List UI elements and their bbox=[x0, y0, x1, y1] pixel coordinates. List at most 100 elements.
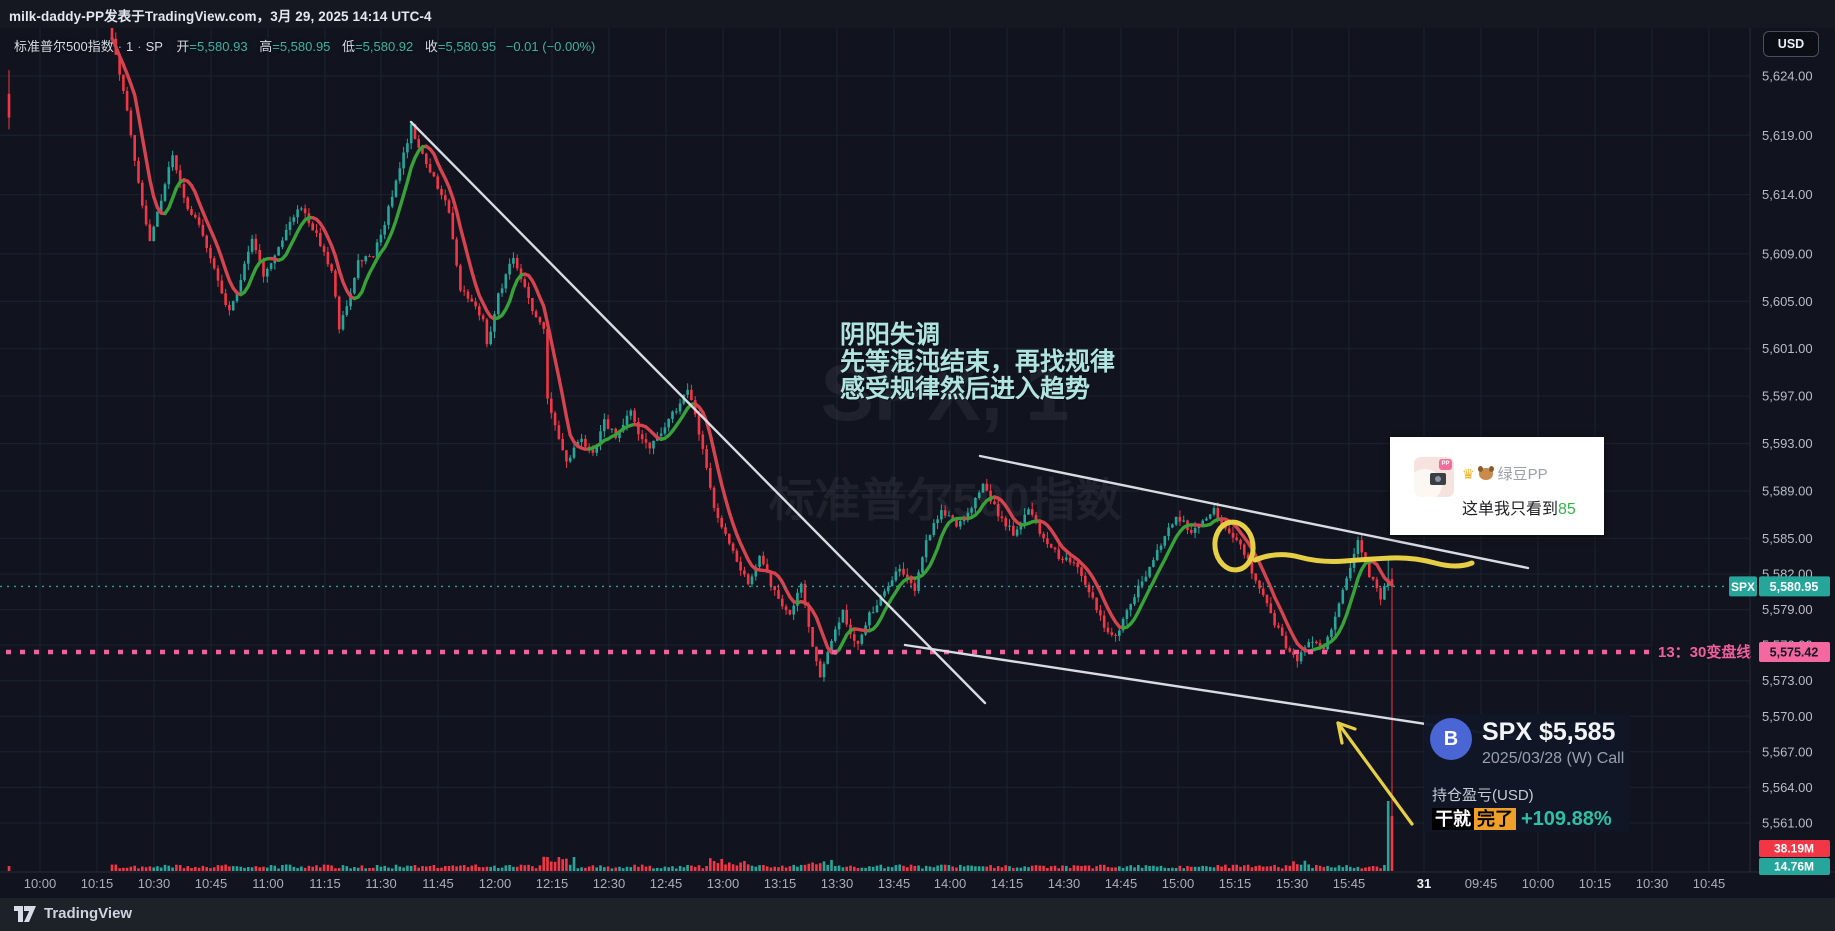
svg-text:14:45: 14:45 bbox=[1105, 876, 1138, 891]
svg-text:5,624.00: 5,624.00 bbox=[1762, 69, 1813, 84]
svg-text:10:30: 10:30 bbox=[138, 876, 171, 891]
comment-highlight: 85 bbox=[1558, 501, 1576, 518]
svg-text:10:45: 10:45 bbox=[195, 876, 228, 891]
share-header: milk-daddy-PP发表于TradingView.com，3月 29, 2… bbox=[0, 0, 1835, 28]
channel-lower-line bbox=[903, 643, 1520, 740]
high-label: 高 bbox=[259, 39, 273, 54]
svg-text:5,573.00: 5,573.00 bbox=[1762, 673, 1813, 688]
svg-text:5,579.00: 5,579.00 bbox=[1762, 602, 1813, 617]
low-value: 5,580.92 bbox=[362, 39, 414, 54]
pp-badge: PP bbox=[1439, 459, 1452, 470]
svg-text:5,561.00: 5,561.00 bbox=[1762, 816, 1813, 831]
currency-toggle-button[interactable]: USD bbox=[1763, 31, 1819, 57]
share-title: milk-daddy-PP发表于TradingView.com，3月 29, 2… bbox=[9, 9, 432, 24]
dog-icon bbox=[1477, 466, 1494, 480]
pivot-price-badge: 5,575.42 bbox=[1759, 642, 1830, 662]
tag-black: 干就 bbox=[1432, 808, 1474, 830]
annotation-line-2: 先等混沌结束，再找规律 bbox=[840, 348, 1116, 376]
channel-upper-line bbox=[978, 454, 1530, 570]
svg-text:13:45: 13:45 bbox=[878, 876, 911, 891]
tag-orange: 完了 bbox=[1474, 808, 1516, 830]
yellow-arrow-annotation bbox=[1336, 721, 1414, 826]
svg-text:12:30: 12:30 bbox=[593, 876, 626, 891]
trade-position-card[interactable]: B SPX $5,585 2025/03/28 (W) Call 持仓盈亏(US… bbox=[1424, 714, 1630, 832]
commenter-name: 绿豆PP bbox=[1497, 466, 1548, 483]
tradingview-brand[interactable]: TradingView bbox=[44, 905, 133, 922]
crown-icon: ♛ bbox=[1462, 466, 1475, 482]
change-value: −0.01 (−0.00%) bbox=[505, 39, 596, 54]
svg-text:5,580.95: 5,580.95 bbox=[1770, 580, 1819, 594]
trade-subtitle: 2025/03/28 (W) Call bbox=[1482, 750, 1625, 767]
close-value: 5,580.95 bbox=[445, 39, 497, 54]
svg-text:11:45: 11:45 bbox=[422, 876, 454, 891]
commenter-avatar: PP bbox=[1414, 457, 1454, 497]
pnl-row: 干就 完了 +109.88% bbox=[1432, 805, 1612, 831]
trendline-main bbox=[409, 120, 987, 705]
svg-text:5,575.42: 5,575.42 bbox=[1770, 646, 1819, 660]
svg-text:09:45: 09:45 bbox=[1465, 876, 1498, 891]
open-label: 开 bbox=[176, 39, 190, 54]
svg-text:5,564.00: 5,564.00 bbox=[1762, 780, 1813, 795]
comment-card[interactable]: PP ♛ 绿豆PP 这单我只看到85 bbox=[1390, 437, 1604, 535]
svg-text:11:00: 11:00 bbox=[252, 876, 284, 891]
yellow-circle-annotation bbox=[1212, 519, 1256, 573]
grid-layer bbox=[0, 28, 1750, 872]
trade-title: SPX $5,585 bbox=[1482, 718, 1616, 746]
exchange-label: SP bbox=[145, 39, 163, 54]
chart-annotation-text[interactable]: 阴阳失调 先等混沌结束，再找规律 感受规律然后进入趋势 bbox=[840, 322, 1115, 403]
watermark: SPX, 1 标准普尔500指数 bbox=[769, 348, 1122, 526]
svg-text:5,589.00: 5,589.00 bbox=[1762, 484, 1813, 499]
svg-text:31: 31 bbox=[1417, 876, 1431, 891]
svg-text:10:45: 10:45 bbox=[1693, 876, 1726, 891]
svg-text:标准普尔500指数: 标准普尔500指数 bbox=[769, 474, 1122, 526]
annotation-line-1: 阴阳失调 bbox=[840, 321, 941, 349]
yellow-underline-annotation bbox=[1252, 552, 1475, 569]
interval-label[interactable]: 1 bbox=[126, 39, 134, 54]
volume-badge: 38.19M bbox=[1759, 840, 1830, 857]
svg-text:5,567.00: 5,567.00 bbox=[1762, 744, 1813, 759]
svg-text:10:00: 10:00 bbox=[24, 876, 57, 891]
svg-text:15:30: 15:30 bbox=[1276, 876, 1309, 891]
svg-text:5,597.00: 5,597.00 bbox=[1762, 389, 1813, 404]
volume-layer bbox=[7, 801, 1394, 871]
footer-bar: TradingView bbox=[0, 898, 1835, 931]
volume-badge: 14.76M bbox=[1759, 858, 1830, 875]
svg-text:13:30: 13:30 bbox=[821, 876, 854, 891]
pivot-line-label: 13：30变盘线 bbox=[1658, 643, 1751, 661]
svg-text:14:30: 14:30 bbox=[1048, 876, 1081, 891]
svg-text:15:00: 15:00 bbox=[1162, 876, 1195, 891]
svg-text:12:45: 12:45 bbox=[650, 876, 683, 891]
svg-text:5,614.00: 5,614.00 bbox=[1762, 187, 1813, 202]
svg-text:5,593.00: 5,593.00 bbox=[1762, 436, 1813, 451]
pnl-value: +109.88% bbox=[1521, 808, 1612, 830]
svg-text:5,570.00: 5,570.00 bbox=[1762, 709, 1813, 724]
symbol-name[interactable]: 标准普尔500指数 bbox=[14, 39, 114, 54]
svg-text:10:15: 10:15 bbox=[1579, 876, 1612, 891]
comment-message: 这单我只看到85 bbox=[1462, 501, 1576, 518]
close-label: 收 bbox=[424, 39, 438, 54]
svg-text:14:15: 14:15 bbox=[991, 876, 1024, 891]
svg-text:5,619.00: 5,619.00 bbox=[1762, 128, 1813, 143]
svg-text:11:30: 11:30 bbox=[365, 876, 397, 891]
low-label: 低 bbox=[342, 39, 356, 54]
svg-text:15:15: 15:15 bbox=[1219, 876, 1252, 891]
pnl-label: 持仓盈亏(USD) bbox=[1432, 787, 1534, 804]
symbol-legend[interactable]: 标准普尔500指数 · 1 · SP 开=5,580.93 高=5,580.95 低=5… bbox=[14, 39, 596, 54]
ma-line bbox=[110, 37, 1394, 655]
svg-text:10:15: 10:15 bbox=[81, 876, 114, 891]
open-value: 5,580.93 bbox=[196, 39, 248, 54]
camera-lens-icon bbox=[1435, 476, 1441, 482]
broker-avatar: B bbox=[1430, 718, 1472, 760]
tradingview-logo-icon[interactable] bbox=[14, 906, 36, 927]
svg-text:15:45: 15:45 bbox=[1333, 876, 1366, 891]
svg-text:11:15: 11:15 bbox=[309, 876, 341, 891]
svg-text:38.19M: 38.19M bbox=[1774, 842, 1814, 856]
svg-text:14:00: 14:00 bbox=[934, 876, 967, 891]
svg-text:12:00: 12:00 bbox=[479, 876, 512, 891]
commenter-name-row: ♛ 绿豆PP bbox=[1462, 463, 1548, 484]
svg-text:5,605.00: 5,605.00 bbox=[1762, 294, 1813, 309]
svg-text:SPX: SPX bbox=[1731, 580, 1755, 594]
svg-text:10:00: 10:00 bbox=[1522, 876, 1555, 891]
svg-text:5,609.00: 5,609.00 bbox=[1762, 246, 1813, 261]
